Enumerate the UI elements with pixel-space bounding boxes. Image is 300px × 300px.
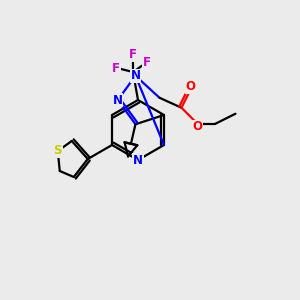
- Text: F: F: [112, 61, 120, 74]
- Text: N: N: [113, 94, 123, 106]
- Text: O: O: [192, 120, 203, 133]
- Text: F: F: [143, 56, 151, 70]
- Text: N: N: [133, 154, 143, 166]
- Text: N: N: [130, 69, 140, 82]
- Text: S: S: [53, 145, 62, 158]
- Text: O: O: [185, 80, 195, 93]
- Text: F: F: [129, 49, 137, 62]
